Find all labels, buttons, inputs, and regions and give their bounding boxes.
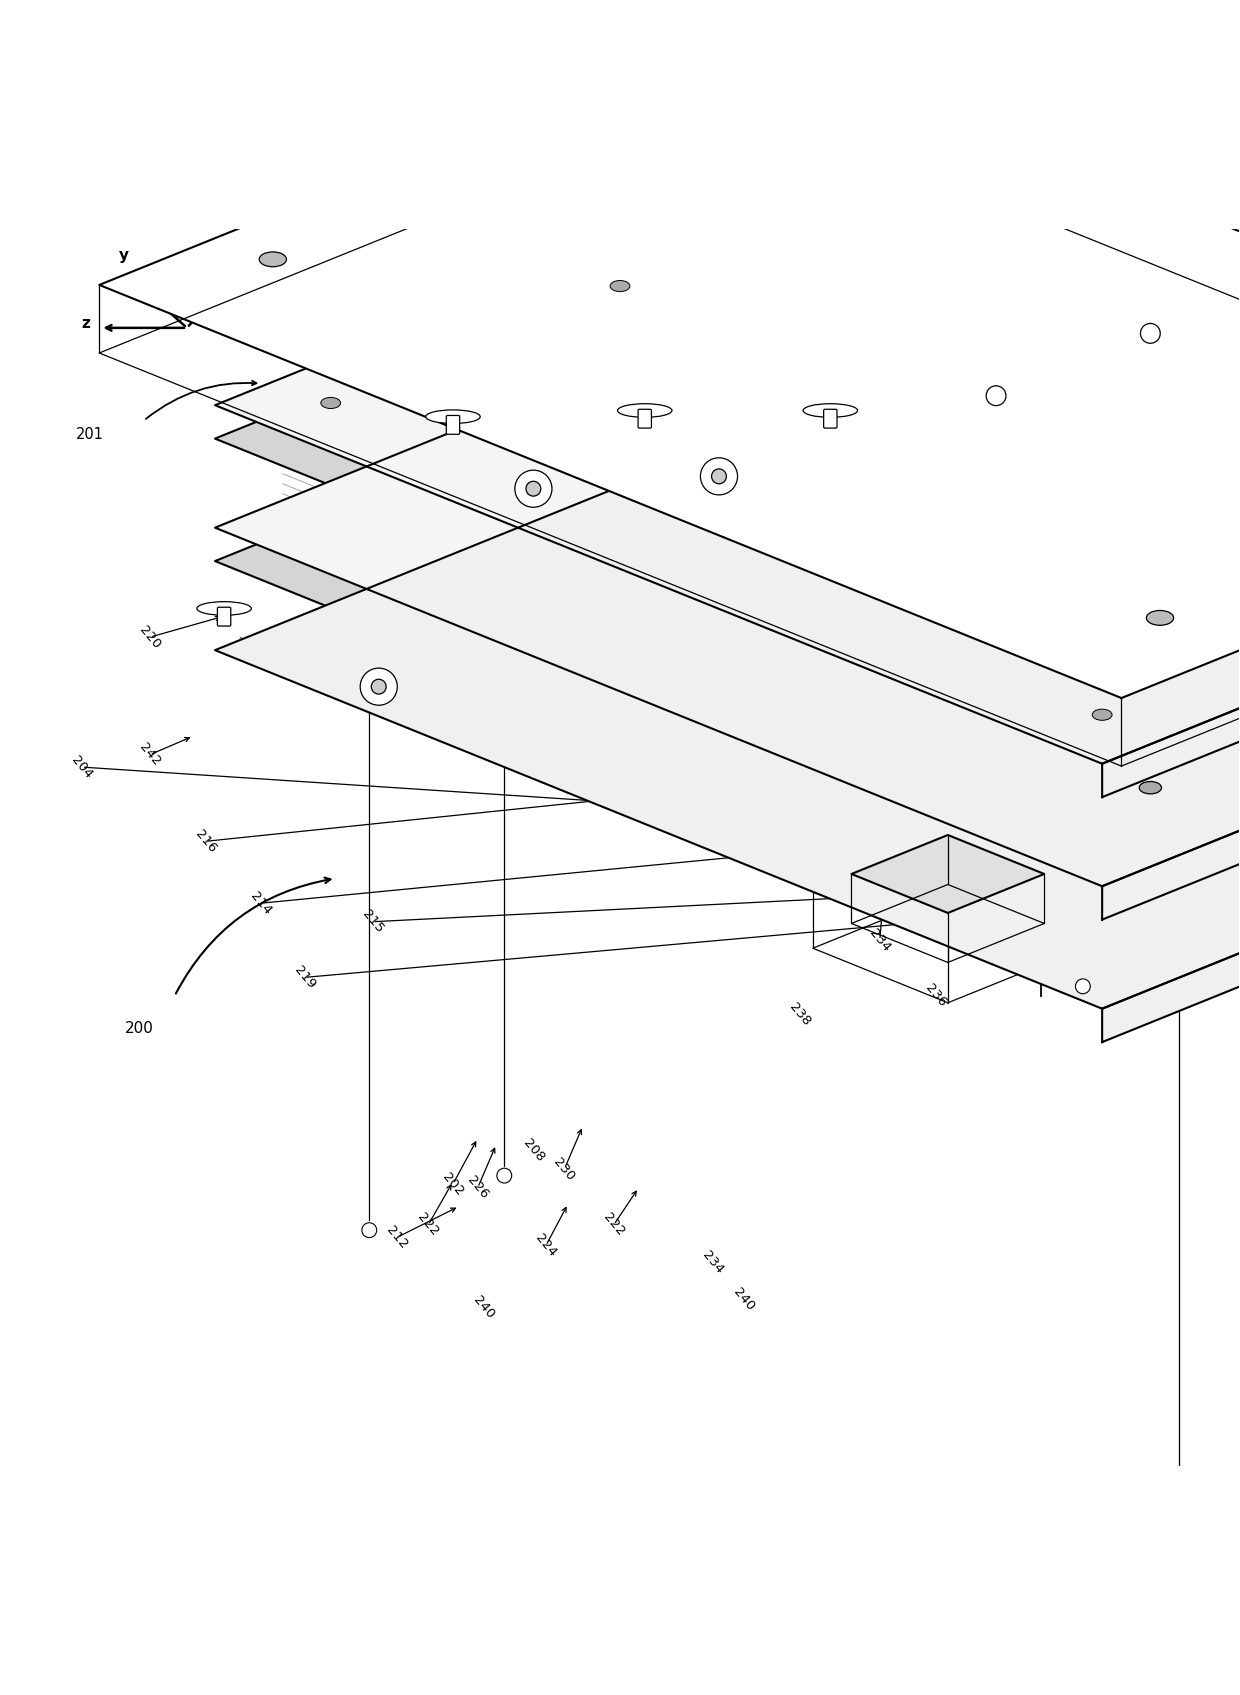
Text: 234: 234 [699,1248,725,1276]
Ellipse shape [321,397,341,408]
Text: 215: 215 [360,909,386,936]
Text: 238: 238 [606,556,634,583]
FancyBboxPatch shape [639,408,651,429]
Polygon shape [813,492,1240,929]
Ellipse shape [618,403,672,417]
Text: 212: 212 [384,1224,410,1251]
Polygon shape [215,319,1240,920]
Text: x: x [243,247,253,263]
Text: 220: 220 [693,370,719,397]
Text: 204: 204 [68,753,95,781]
Polygon shape [215,163,1240,764]
FancyArrowPatch shape [146,381,257,419]
Text: 240: 240 [730,1285,756,1314]
Circle shape [497,1168,512,1183]
Polygon shape [813,197,1240,644]
Text: 224: 224 [533,1232,559,1259]
Text: 208: 208 [521,1137,547,1164]
Text: 217: 217 [786,729,812,756]
Ellipse shape [665,88,692,103]
Ellipse shape [1092,709,1112,720]
Circle shape [526,481,541,497]
Text: 242: 242 [229,636,255,663]
Polygon shape [215,197,1240,797]
Polygon shape [1102,522,1240,797]
Polygon shape [1102,556,1240,886]
Ellipse shape [425,410,480,424]
FancyArrowPatch shape [176,878,330,993]
Text: 242: 242 [136,741,162,768]
Text: y: y [119,247,129,263]
Polygon shape [813,122,1240,644]
Text: 200: 200 [125,1020,154,1036]
Circle shape [1172,1551,1187,1564]
Circle shape [360,668,397,705]
FancyBboxPatch shape [823,408,837,429]
Circle shape [371,680,386,693]
Text: 230: 230 [552,1156,578,1183]
Text: 206: 206 [1047,766,1071,780]
Polygon shape [852,836,1044,914]
Polygon shape [813,408,1240,800]
Text: 222: 222 [415,1210,441,1239]
Ellipse shape [804,403,858,417]
Polygon shape [215,408,1240,1009]
Text: 234: 234 [867,927,893,954]
Text: 236: 236 [923,981,949,1010]
Text: 219: 219 [291,963,317,992]
Polygon shape [1218,156,1240,637]
Circle shape [1075,980,1090,993]
Text: 201: 201 [76,427,104,442]
Circle shape [712,470,727,483]
Polygon shape [813,271,1240,800]
Polygon shape [1102,644,1240,920]
FancyBboxPatch shape [217,607,231,625]
Polygon shape [813,163,1240,556]
Text: 210: 210 [966,858,992,886]
Text: 224: 224 [434,642,460,670]
Polygon shape [215,286,1240,886]
Text: 228: 228 [941,927,967,954]
Polygon shape [813,156,1240,678]
Text: 202: 202 [440,1170,466,1198]
Circle shape [362,1222,377,1237]
Text: 226: 226 [465,1175,491,1202]
Polygon shape [813,615,1240,1146]
Ellipse shape [259,253,286,266]
Circle shape [1141,324,1161,344]
Text: 205: 205 [722,531,748,558]
Circle shape [515,470,552,507]
Circle shape [701,458,738,495]
Text: 220: 220 [136,624,162,651]
Ellipse shape [804,202,823,214]
Ellipse shape [1140,781,1162,793]
Text: z: z [82,315,91,331]
Ellipse shape [1147,610,1173,625]
Text: 218: 218 [724,629,750,658]
Polygon shape [1102,768,1240,1042]
Ellipse shape [610,280,630,292]
Text: 240: 240 [471,1293,497,1322]
Polygon shape [1102,678,1240,1009]
Ellipse shape [197,602,252,615]
Text: FIG. 2: FIG. 2 [965,909,1017,925]
Polygon shape [99,27,1240,698]
Text: 212: 212 [582,376,609,405]
Polygon shape [813,286,1240,678]
Polygon shape [813,319,1240,768]
Text: 214: 214 [248,890,274,917]
Text: 222: 222 [600,1210,627,1239]
Text: 216: 216 [192,827,218,856]
Text: 238: 238 [786,1000,812,1029]
Circle shape [986,386,1006,405]
Text: 220: 220 [353,368,379,397]
Polygon shape [1218,122,1240,514]
FancyBboxPatch shape [446,415,460,434]
